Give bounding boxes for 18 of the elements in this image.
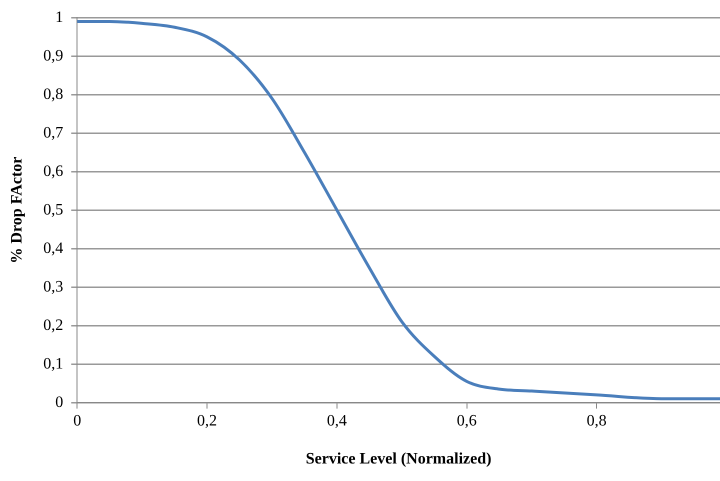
x-tick-label: 0,2 (197, 412, 218, 430)
x-tick-label: 0,6 (456, 412, 477, 430)
y-tick-label: 1 (55, 8, 64, 26)
y-tick-label: 0,8 (43, 86, 64, 103)
x-tick-label: 0,8 (586, 412, 607, 430)
y-tick-label: 0,9 (43, 47, 64, 64)
y-axis-title: % Drop FActor (8, 156, 26, 264)
x-tick-label: 0,4 (326, 412, 347, 430)
y-tick-label: 0,3 (43, 278, 64, 296)
y-tick-label: 0,7 (43, 124, 64, 142)
y-tick-label: 0 (55, 394, 64, 411)
x-axis-title: Service Level (Normalized) (306, 450, 492, 468)
y-tick-label: 0,5 (43, 201, 64, 218)
y-tick-label: 0,1 (43, 355, 64, 372)
x-tick-label: 0 (73, 412, 82, 430)
y-tick-label: 0,4 (43, 240, 64, 257)
y-tick-label: 0,2 (43, 316, 64, 334)
y-tick-label: 0,6 (43, 162, 64, 180)
